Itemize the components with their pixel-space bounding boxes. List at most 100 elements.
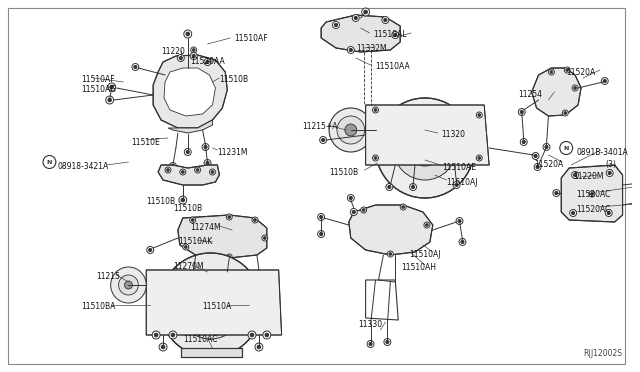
Polygon shape xyxy=(153,55,227,128)
Text: R|J12002S: R|J12002S xyxy=(584,349,623,358)
Circle shape xyxy=(570,209,577,217)
Circle shape xyxy=(374,157,377,159)
Circle shape xyxy=(204,145,207,148)
Circle shape xyxy=(125,281,132,289)
Circle shape xyxy=(202,144,209,151)
Circle shape xyxy=(389,253,392,255)
Circle shape xyxy=(591,193,593,195)
Circle shape xyxy=(209,169,216,175)
Text: 11254: 11254 xyxy=(518,90,542,99)
Circle shape xyxy=(250,333,254,337)
Text: 11270M: 11270M xyxy=(173,262,204,271)
Text: 11510AH: 11510AH xyxy=(401,263,436,272)
Circle shape xyxy=(321,138,324,142)
Text: 11231M: 11231M xyxy=(218,148,248,157)
Text: 11320: 11320 xyxy=(441,130,465,139)
Circle shape xyxy=(184,246,187,248)
Circle shape xyxy=(387,251,394,257)
Circle shape xyxy=(606,170,613,176)
Circle shape xyxy=(106,96,114,104)
Circle shape xyxy=(458,219,461,222)
Text: 11520AA: 11520AA xyxy=(189,57,225,66)
Circle shape xyxy=(352,15,359,22)
Polygon shape xyxy=(164,68,216,116)
Circle shape xyxy=(191,219,194,221)
Circle shape xyxy=(319,215,323,219)
Text: 11510AL: 11510AL xyxy=(374,30,407,39)
Circle shape xyxy=(639,199,640,205)
Circle shape xyxy=(639,180,640,186)
Circle shape xyxy=(607,211,611,215)
Circle shape xyxy=(319,232,323,235)
Circle shape xyxy=(349,48,353,52)
Circle shape xyxy=(382,16,389,23)
Circle shape xyxy=(182,171,184,173)
Circle shape xyxy=(453,182,460,189)
Circle shape xyxy=(193,287,228,323)
Circle shape xyxy=(179,196,187,204)
Circle shape xyxy=(563,110,568,116)
Circle shape xyxy=(211,171,214,173)
Polygon shape xyxy=(168,120,212,133)
Circle shape xyxy=(394,116,456,180)
Circle shape xyxy=(478,114,481,116)
Circle shape xyxy=(372,155,378,161)
Circle shape xyxy=(108,98,111,102)
Text: 11510AJ: 11510AJ xyxy=(409,250,440,259)
Circle shape xyxy=(191,47,196,53)
Circle shape xyxy=(134,65,137,68)
Circle shape xyxy=(253,219,256,221)
Circle shape xyxy=(532,153,539,160)
Polygon shape xyxy=(561,165,623,222)
Circle shape xyxy=(604,80,606,83)
Circle shape xyxy=(148,248,152,251)
Circle shape xyxy=(335,23,337,26)
Polygon shape xyxy=(147,270,282,335)
Circle shape xyxy=(602,77,608,84)
Circle shape xyxy=(204,160,211,167)
Circle shape xyxy=(195,167,200,173)
Circle shape xyxy=(543,144,550,151)
Polygon shape xyxy=(181,348,242,357)
Circle shape xyxy=(179,57,182,60)
Circle shape xyxy=(455,183,458,187)
Circle shape xyxy=(407,130,443,166)
Circle shape xyxy=(192,54,195,58)
Circle shape xyxy=(361,207,367,213)
Circle shape xyxy=(196,169,199,171)
Text: 11215+A: 11215+A xyxy=(302,122,338,131)
Circle shape xyxy=(337,116,365,144)
Text: N: N xyxy=(564,145,569,151)
Text: 11510B: 11510B xyxy=(147,197,175,206)
Text: 11332M: 11332M xyxy=(356,44,387,53)
Circle shape xyxy=(555,192,558,195)
Circle shape xyxy=(372,107,378,113)
Circle shape xyxy=(564,67,570,73)
Circle shape xyxy=(265,333,269,337)
Circle shape xyxy=(317,231,324,237)
Circle shape xyxy=(132,64,139,71)
Circle shape xyxy=(177,271,244,339)
Text: 11510AF: 11510AF xyxy=(81,75,115,84)
Circle shape xyxy=(206,161,209,164)
Circle shape xyxy=(345,124,356,136)
Circle shape xyxy=(548,69,554,75)
Polygon shape xyxy=(178,215,267,258)
Text: 11520A: 11520A xyxy=(566,68,595,77)
Circle shape xyxy=(384,339,391,346)
Text: 11220M: 11220M xyxy=(573,172,604,181)
Circle shape xyxy=(518,109,525,115)
Circle shape xyxy=(388,185,391,189)
Circle shape xyxy=(459,238,466,246)
Circle shape xyxy=(522,140,525,144)
Circle shape xyxy=(352,211,355,214)
Circle shape xyxy=(228,216,230,218)
Text: 11520AC: 11520AC xyxy=(576,205,611,214)
Circle shape xyxy=(227,254,232,260)
Circle shape xyxy=(317,214,324,221)
Circle shape xyxy=(333,22,339,29)
Circle shape xyxy=(400,204,406,210)
Circle shape xyxy=(376,98,474,198)
Circle shape xyxy=(172,164,175,167)
Circle shape xyxy=(147,247,154,253)
